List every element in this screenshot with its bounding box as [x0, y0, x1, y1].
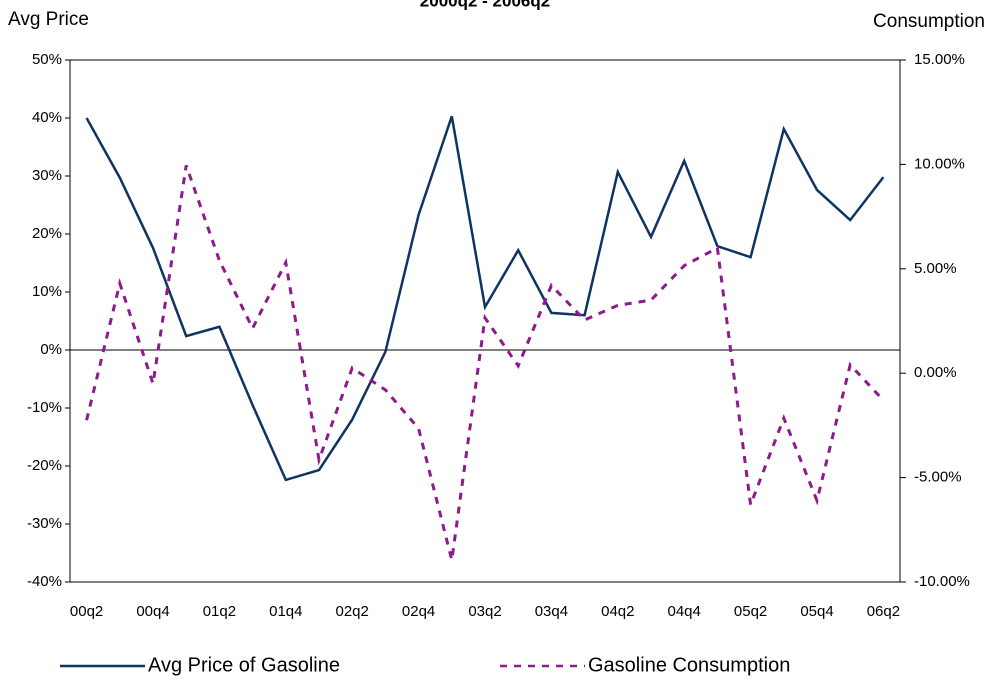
y2-axis-title: Consumption — [873, 11, 985, 32]
x-tick-label: 00q2 — [70, 603, 103, 620]
series-line — [85, 115, 885, 482]
y2-tick-label: 0.00% — [914, 364, 957, 381]
y2-tick-label: -10.00% — [914, 573, 970, 590]
y-tick-label: 0% — [40, 341, 62, 358]
y-tick-label: 10% — [32, 283, 62, 300]
y-tick-label: -10% — [27, 399, 62, 416]
x-tick-label: 04q4 — [668, 603, 701, 620]
x-tick-label: 05q2 — [734, 603, 767, 620]
y-tick-label: 40% — [32, 109, 62, 126]
chart-title: 2000q2 - 2006q2 — [420, 0, 550, 10]
y2-tick-label: 10.00% — [914, 155, 965, 172]
y2-tick-label: 15.00% — [914, 51, 965, 68]
y-tick-label: -30% — [27, 515, 62, 532]
x-tick-label: 03q2 — [468, 603, 501, 620]
series-line — [85, 164, 885, 561]
x-tick-label: 01q4 — [269, 603, 302, 620]
x-tick-label: 05q4 — [800, 603, 833, 620]
x-tick-label: 02q4 — [402, 603, 435, 620]
x-tick-label: 00q4 — [136, 603, 169, 620]
legend-label: Avg Price of Gasoline — [148, 654, 340, 676]
plot-area — [69, 59, 901, 583]
x-tick-label: 04q2 — [601, 603, 634, 620]
y-tick-label: -20% — [27, 457, 62, 474]
y-tick-label: -40% — [27, 573, 62, 590]
y-tick-label: 50% — [32, 51, 62, 68]
y-tick-label: 30% — [32, 167, 62, 184]
y2-tick-label: 5.00% — [914, 260, 957, 277]
x-tick-label: 03q4 — [535, 603, 568, 620]
x-tick-label: 02q2 — [336, 603, 369, 620]
x-tick-label: 06q2 — [867, 603, 900, 620]
y-tick-label: 20% — [32, 225, 62, 242]
x-tick-label: 01q2 — [203, 603, 236, 620]
y-axis-title: Avg Price — [8, 9, 89, 30]
y2-tick-label: -5.00% — [914, 469, 962, 486]
legend-label: Gasoline Consumption — [588, 654, 790, 676]
